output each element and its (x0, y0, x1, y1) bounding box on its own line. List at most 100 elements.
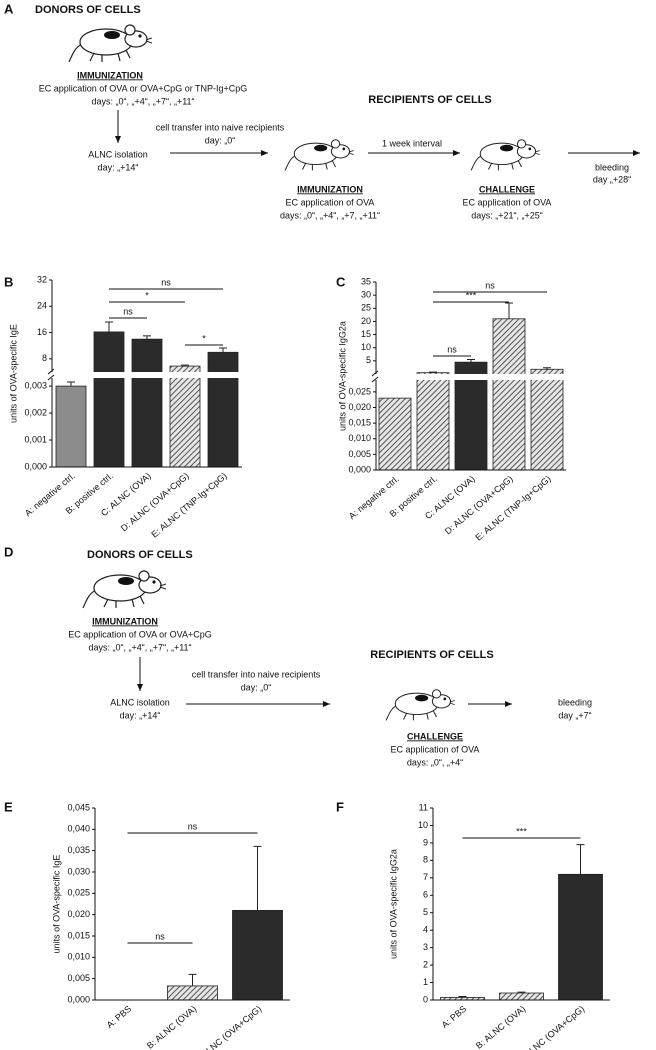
mouse-icon (82, 570, 166, 609)
immunization-text: EC application of OVA (286, 197, 375, 207)
panel-label: B (4, 274, 13, 289)
y-tick-label: 30 (361, 290, 371, 300)
bar (232, 910, 283, 1001)
immunization-heading: IMMUNIZATION (92, 616, 158, 626)
y-tick-label: 20 (361, 316, 371, 326)
y-tick-label: 0,001 (24, 434, 47, 444)
significance-label: ns (447, 344, 457, 354)
y-tick-label: 25 (361, 303, 371, 313)
y-tick-label: 0,010 (348, 433, 371, 443)
axis-break-mark (371, 370, 379, 383)
error-bar (181, 364, 189, 367)
challenge-text: EC application of OVA (463, 197, 552, 207)
y-tick-label: 2 (423, 959, 428, 969)
y-tick-label: 1 (423, 977, 428, 987)
bar (55, 385, 87, 468)
significance-label: * (145, 290, 149, 300)
transfer: cell transfer into naive recipients (156, 122, 285, 132)
bleeding-day: day „+7“ (558, 710, 591, 720)
transfer-day: day: „0“ (205, 135, 236, 145)
y-tick-label: 0 (423, 994, 428, 1004)
diagram-a: A DONORS OF CELLS IMMUNIZATION EC applic… (4, 1, 640, 220)
significance-label: ns (123, 306, 133, 316)
y-tick-label: 4 (423, 925, 428, 935)
x-tick-label: C: ALNC (OVA+CpG) (191, 1004, 263, 1050)
significance-label: ns (485, 280, 495, 290)
x-tick-label: B: ALNC (OVA) (474, 1004, 527, 1050)
x-tick-label: D: ALNC (OVA+CpG) (119, 471, 191, 534)
significance-label: *** (516, 826, 527, 836)
error-bar (219, 347, 227, 353)
y-tick-label: 0,000 (67, 994, 90, 1004)
challenge-days: days: „0“, „+4“ (407, 757, 463, 767)
y-axis-label: units of OVA-specific IgG2a (337, 321, 347, 431)
axis (51, 280, 242, 468)
significance-label: ns (161, 277, 171, 287)
donors-title: DONORS OF CELLS (87, 549, 193, 561)
significance-label: *** (466, 290, 477, 300)
immunization-heading: IMMUNIZATION (297, 184, 363, 194)
x-tick-label: A: PBS (105, 1004, 134, 1030)
error-bar (105, 321, 113, 332)
isolation-day: day: „+14“ (120, 710, 161, 720)
bar (167, 985, 218, 1001)
y-tick-label: 10 (361, 342, 371, 352)
significance-label: * (202, 333, 206, 343)
y-axis-label: units of OVA-specific IgE (51, 855, 61, 954)
y-tick-label: 35 (361, 276, 371, 286)
panel-label: A (4, 1, 14, 16)
challenge-text: EC application of OVA (391, 744, 480, 754)
challenge-days: days: „+21“, „+25“ (471, 210, 543, 220)
diagram-d: D DONORS OF CELLS IMMUNIZATION EC applic… (4, 544, 592, 767)
error-bar (458, 996, 467, 998)
bar (131, 338, 163, 468)
y-tick-label: 0,015 (67, 930, 90, 940)
error-bar (253, 845, 262, 911)
immunization-text: EC application of OVA or OVA+CpG or TNP-… (39, 83, 248, 93)
panel-label: F (336, 799, 344, 814)
error-bar (576, 844, 585, 875)
y-tick-label: 0,020 (67, 909, 90, 919)
bar (492, 318, 526, 471)
x-tick-label: B: ALNC (OVA) (145, 1004, 198, 1050)
donors-title: DONORS OF CELLS (35, 4, 141, 16)
immunization-days: days: „0“, „+4“, „+7“, „+11“ (91, 96, 194, 106)
y-tick-label: 5 (423, 907, 428, 917)
y-tick-label: 15 (361, 329, 371, 339)
challenge-heading: CHALLENGE (407, 731, 463, 741)
immunization-text: EC application of OVA or OVA+CpG (68, 629, 212, 639)
bar (207, 351, 239, 468)
significance-label: ns (155, 931, 165, 941)
x-tick-label: E: ALNC (TNP-Ig+CpG) (149, 471, 228, 540)
bar (530, 368, 564, 471)
y-tick-label: 0,010 (67, 952, 90, 962)
panel-label: E (4, 799, 13, 814)
y-tick-label: 0,003 (24, 380, 47, 390)
error-bar (543, 367, 551, 370)
mouse-icon (284, 139, 354, 171)
immunization-days: days: „0“, „+4“, „+7, „+11“ (280, 210, 380, 220)
y-tick-label: 0,000 (24, 461, 47, 471)
bar (558, 873, 603, 1001)
error-bar (467, 359, 475, 363)
isolation: ALNC isolation (110, 697, 170, 707)
mouse-icon (68, 24, 152, 63)
bar (499, 992, 544, 1001)
bar (169, 365, 201, 468)
y-tick-label: 0,000 (348, 464, 371, 474)
y-tick-label: 0,035 (67, 845, 90, 855)
bar (454, 361, 488, 471)
y-tick-label: 7 (423, 872, 428, 882)
isolation-day: day: „+14“ (98, 162, 139, 172)
axis (94, 808, 290, 1001)
y-tick-label: 0,002 (24, 407, 47, 417)
interval: 1 week interval (382, 138, 442, 148)
x-tick-label: A: PBS (440, 1004, 469, 1030)
panel-label: C (336, 274, 346, 289)
error-bar (505, 302, 513, 319)
error-bar (517, 991, 526, 994)
